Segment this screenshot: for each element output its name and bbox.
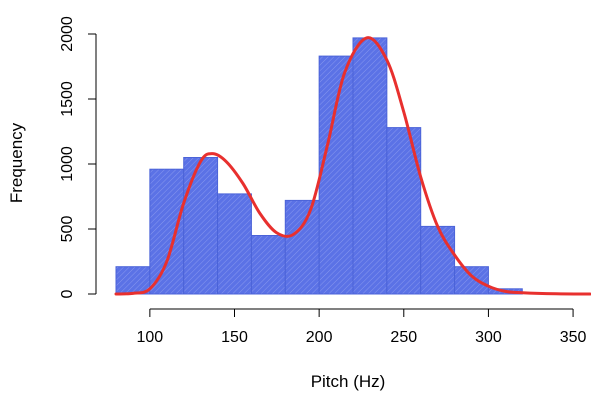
x-tick-label: 250 (390, 329, 417, 346)
x-tick-label: 100 (137, 329, 164, 346)
histogram-bar (284, 199, 320, 295)
y-tick-label: 1500 (59, 81, 76, 117)
histogram-bar (250, 235, 286, 295)
density-curve (114, 36, 591, 296)
y-tick-label: 1000 (59, 146, 76, 182)
y-axis-title: Frequency (7, 122, 26, 203)
y-axis: 0 500 1000 1500 2000 (59, 16, 97, 298)
histogram-bar (420, 225, 456, 295)
histogram-bar (352, 37, 388, 295)
histogram-bar (115, 266, 151, 295)
x-tick-label: 350 (560, 329, 587, 346)
histogram-bar (454, 266, 489, 295)
y-tick-label: 500 (59, 216, 76, 243)
x-axis-title: Pitch (Hz) (311, 372, 386, 391)
x-tick-label: 200 (306, 329, 333, 346)
y-tick-label: 0 (59, 289, 76, 298)
histogram-bar (217, 193, 252, 295)
x-axis: 100 150 200 250 300 350 (137, 308, 587, 346)
histogram-bar (183, 157, 219, 295)
x-tick-label: 300 (475, 329, 502, 346)
y-tick-label: 2000 (59, 16, 76, 52)
histogram-bar (149, 168, 185, 295)
histogram-bars (115, 37, 523, 295)
x-tick-label: 150 (221, 329, 248, 346)
histogram-bar (318, 55, 354, 295)
